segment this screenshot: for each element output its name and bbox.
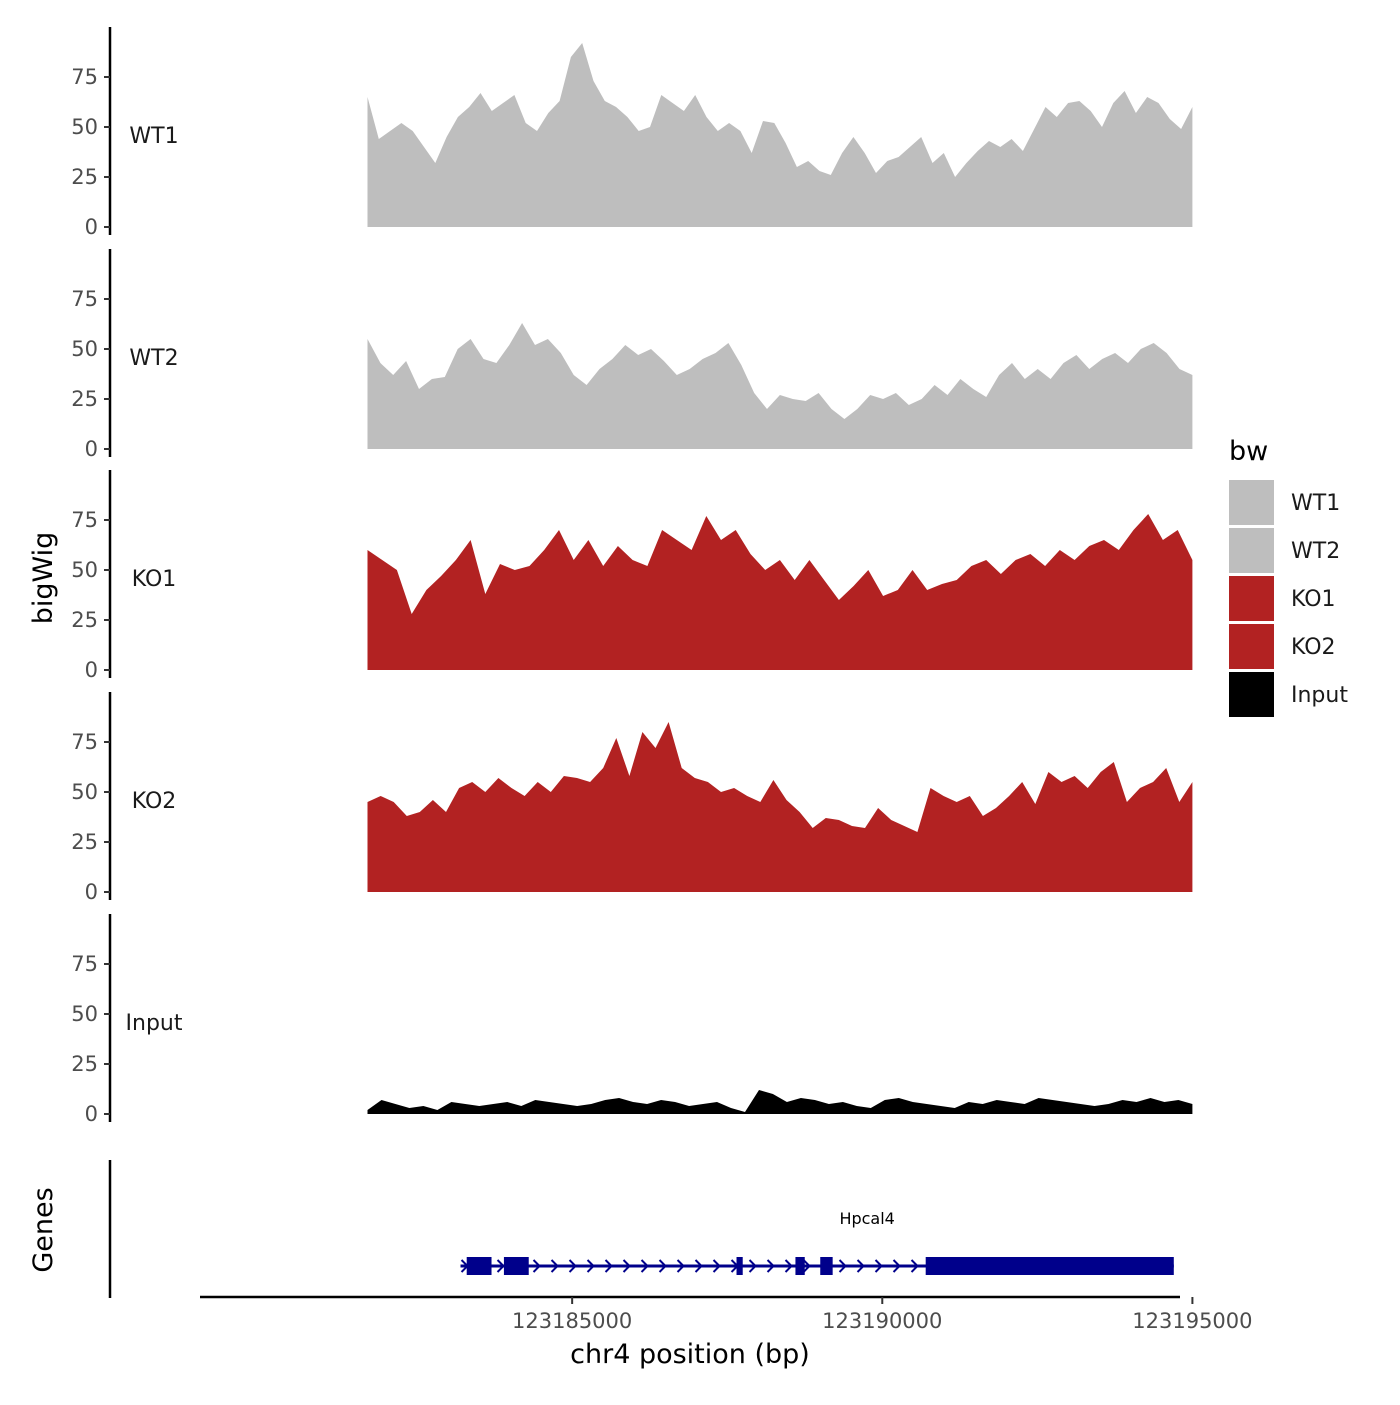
x-tick-label: 123185000 — [512, 1309, 632, 1333]
y-tick-label: 50 — [71, 1002, 98, 1026]
y-tick-label: 50 — [71, 780, 98, 804]
strand-arrow — [622, 1259, 631, 1273]
strand-arrow — [748, 1259, 757, 1273]
signal-area-input — [367, 1090, 1193, 1114]
gene-exon — [466, 1257, 492, 1275]
strand-arrow — [568, 1259, 577, 1273]
x-tick-label: 123195000 — [1132, 1309, 1252, 1333]
strand-arrow — [766, 1259, 775, 1273]
strand-arrow — [676, 1259, 685, 1273]
strand-arrow — [802, 1259, 811, 1273]
gene-exon — [925, 1257, 1174, 1275]
track-panel-input: 0 25 50 75 Input — [71, 914, 1193, 1126]
y-tick-label: 75 — [71, 952, 98, 976]
x-tick-label: 123190000 — [822, 1309, 942, 1333]
y-tick-label: 25 — [71, 165, 98, 189]
track-label-input: Input — [126, 1011, 183, 1036]
signal-area-wt2 — [367, 323, 1193, 449]
y-axis-title: bigWig — [28, 532, 59, 625]
track-label-wt1: WT1 — [129, 124, 178, 149]
y-tick-label: 50 — [71, 558, 98, 582]
track-panel-ko1: 0 25 50 75 KO1 — [71, 470, 1193, 682]
strand-arrow — [640, 1259, 649, 1273]
strand-arrow — [712, 1259, 721, 1273]
track-label-ko1: KO1 — [132, 567, 177, 592]
legend-swatch-wt2 — [1229, 528, 1274, 573]
y-tick-label: 50 — [71, 115, 98, 139]
legend-swatch-ko1 — [1229, 576, 1274, 621]
signal-area-ko1 — [367, 514, 1193, 670]
x-axis: 123185000 123190000 123195000 — [200, 1295, 1253, 1333]
strand-arrow — [856, 1259, 865, 1273]
gene-label-hpcal4: Hpcal4 — [839, 1209, 894, 1228]
y-tick-label: 75 — [71, 287, 98, 311]
strand-arrow — [658, 1259, 667, 1273]
y-tick-label: 75 — [71, 730, 98, 754]
y-tick-label: 25 — [71, 608, 98, 632]
legend-label-ko2: KO2 — [1291, 635, 1336, 660]
legend-label-wt2: WT2 — [1291, 539, 1340, 564]
signal-area-ko2 — [367, 722, 1193, 892]
strand-arrow — [586, 1259, 595, 1273]
legend-swatch-ko2 — [1229, 624, 1274, 669]
legend-label-input: Input — [1291, 683, 1348, 708]
legend-title: bw — [1229, 436, 1268, 467]
strand-arrow — [496, 1259, 505, 1273]
gene-exon — [795, 1257, 805, 1275]
signal-area-wt1 — [367, 43, 1193, 227]
signal-tracks: 0 25 50 75 WT1 0 25 50 75 WT2 0 25 50 75 KO1 0 25 50 75 KO2… — [71, 27, 1193, 1126]
y-tick-label: 0 — [85, 215, 98, 239]
gene-exon — [736, 1257, 743, 1275]
gene-track: Hpcal4 — [108, 1160, 1174, 1298]
gene-exon — [820, 1257, 833, 1275]
y-tick-label: 0 — [85, 880, 98, 904]
legend-label-wt1: WT1 — [1291, 491, 1340, 516]
y-tick-label: 0 — [85, 1102, 98, 1126]
legend: bw WT1 WT2 KO1 KO2 Input — [1229, 436, 1348, 717]
y-tick-label: 50 — [71, 337, 98, 361]
track-label-wt2: WT2 — [129, 346, 178, 371]
track-panel-wt2: 0 25 50 75 WT2 — [71, 249, 1193, 461]
strand-arrow — [694, 1259, 703, 1273]
gene-exon — [503, 1257, 529, 1275]
strand-arrow — [532, 1259, 541, 1273]
track-panel-wt1: 0 25 50 75 WT1 — [71, 27, 1193, 239]
strand-arrow — [784, 1259, 793, 1273]
track-label-ko2: KO2 — [132, 789, 177, 814]
strand-arrow — [550, 1259, 559, 1273]
y-tick-label: 0 — [85, 437, 98, 461]
y-tick-label: 75 — [71, 65, 98, 89]
track-panel-ko2: 0 25 50 75 KO2 — [71, 692, 1193, 904]
legend-swatch-input — [1229, 672, 1274, 717]
strand-arrow — [604, 1259, 613, 1273]
y-tick-label: 75 — [71, 508, 98, 532]
strand-arrow — [874, 1259, 883, 1273]
legend-label-ko1: KO1 — [1291, 587, 1336, 612]
legend-swatch-wt1 — [1229, 480, 1274, 525]
genes-axis-title: Genes — [28, 1187, 59, 1272]
y-tick-label: 25 — [71, 1052, 98, 1076]
y-tick-label: 25 — [71, 830, 98, 854]
strand-arrow — [910, 1259, 919, 1273]
strand-arrow — [892, 1259, 901, 1273]
x-axis-title: chr4 position (bp) — [570, 1339, 810, 1370]
strand-arrow — [838, 1259, 847, 1273]
y-tick-label: 0 — [85, 658, 98, 682]
y-tick-label: 25 — [71, 387, 98, 411]
